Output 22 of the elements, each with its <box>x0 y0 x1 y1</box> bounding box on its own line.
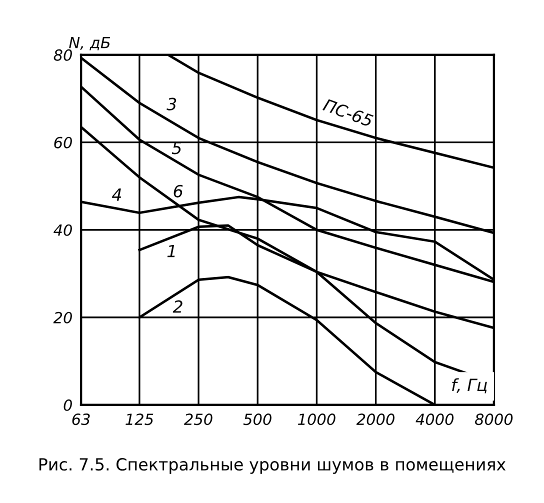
y-axis-title: N, дБ <box>69 37 110 50</box>
text: ПС-65 <box>322 98 374 128</box>
text: Рис. 7.5. Спектральные уровни шумов в помещениях <box>39 458 506 474</box>
x-tick-label: 2000 <box>356 414 394 426</box>
x-tick-label: 500 <box>243 414 272 426</box>
x-tick-label: 125 <box>126 414 154 426</box>
x-axis-title: f, Гц <box>452 378 487 394</box>
series-label: 4 <box>112 188 122 201</box>
series-label: 3 <box>166 98 176 110</box>
series-label: 6 <box>174 184 183 198</box>
series-label: 1 <box>167 244 175 258</box>
series-label: 2 <box>172 300 182 313</box>
x-tick-label: 250 <box>184 414 212 426</box>
y-tick-label: 20 <box>53 312 72 324</box>
x-tick-label: 63 <box>72 414 90 426</box>
y-tick-label: 40 <box>54 224 72 236</box>
x-tick-label: 8000 <box>475 414 513 426</box>
y-tick-label: 0 <box>64 399 72 411</box>
x-tick-label: 1000 <box>298 414 336 426</box>
y-tick-label: 60 <box>54 136 72 148</box>
x-tick-label: 4000 <box>416 414 454 426</box>
y-tick-label: 80 <box>54 49 72 61</box>
